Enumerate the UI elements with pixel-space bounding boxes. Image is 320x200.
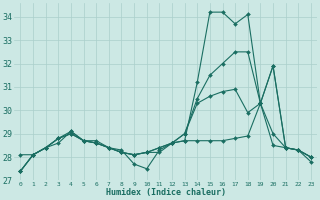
X-axis label: Humidex (Indice chaleur): Humidex (Indice chaleur): [106, 188, 226, 197]
